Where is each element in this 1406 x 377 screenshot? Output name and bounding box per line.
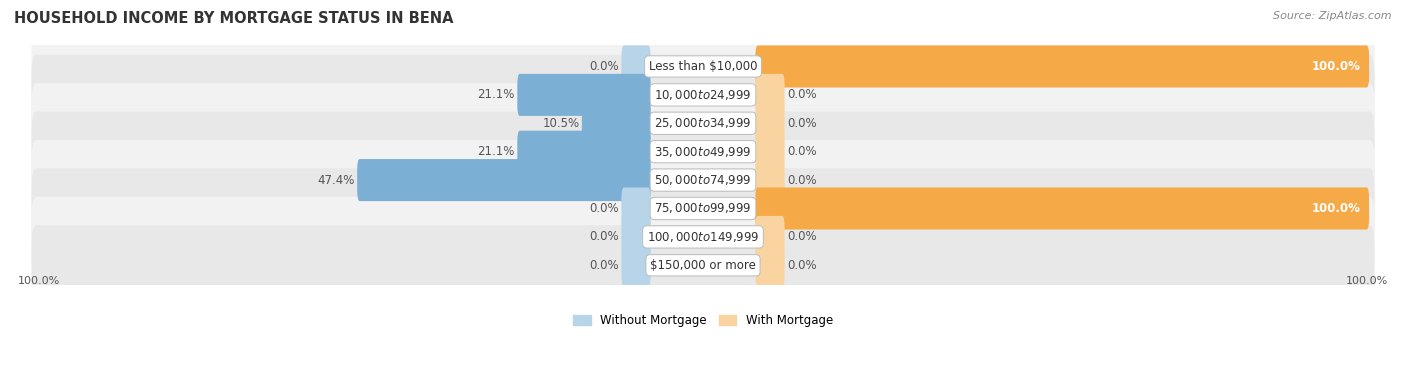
FancyBboxPatch shape [621, 46, 651, 87]
FancyBboxPatch shape [31, 197, 1375, 277]
Text: $25,000 to $34,999: $25,000 to $34,999 [654, 116, 752, 130]
Text: 0.0%: 0.0% [787, 173, 817, 187]
Text: 0.0%: 0.0% [589, 259, 619, 272]
Text: 0.0%: 0.0% [787, 117, 817, 130]
Text: 100.0%: 100.0% [18, 276, 60, 286]
Text: 0.0%: 0.0% [589, 202, 619, 215]
FancyBboxPatch shape [517, 74, 651, 116]
Text: 100.0%: 100.0% [1346, 276, 1388, 286]
Text: 0.0%: 0.0% [787, 88, 817, 101]
Text: HOUSEHOLD INCOME BY MORTGAGE STATUS IN BENA: HOUSEHOLD INCOME BY MORTGAGE STATUS IN B… [14, 11, 454, 26]
Text: $150,000 or more: $150,000 or more [650, 259, 756, 272]
FancyBboxPatch shape [31, 225, 1375, 305]
FancyBboxPatch shape [31, 26, 1375, 107]
Text: Less than $10,000: Less than $10,000 [648, 60, 758, 73]
Text: 0.0%: 0.0% [787, 230, 817, 244]
FancyBboxPatch shape [31, 83, 1375, 163]
FancyBboxPatch shape [31, 140, 1375, 220]
FancyBboxPatch shape [357, 159, 651, 201]
FancyBboxPatch shape [755, 244, 785, 286]
Text: 0.0%: 0.0% [589, 230, 619, 244]
Text: 0.0%: 0.0% [787, 259, 817, 272]
FancyBboxPatch shape [755, 102, 785, 144]
FancyBboxPatch shape [621, 216, 651, 258]
Text: 21.1%: 21.1% [478, 88, 515, 101]
Text: $100,000 to $149,999: $100,000 to $149,999 [647, 230, 759, 244]
FancyBboxPatch shape [755, 159, 785, 201]
FancyBboxPatch shape [582, 102, 651, 144]
Text: 47.4%: 47.4% [318, 173, 354, 187]
Text: Source: ZipAtlas.com: Source: ZipAtlas.com [1274, 11, 1392, 21]
Text: 100.0%: 100.0% [1312, 60, 1361, 73]
Text: 21.1%: 21.1% [478, 145, 515, 158]
FancyBboxPatch shape [755, 216, 785, 258]
FancyBboxPatch shape [31, 55, 1375, 135]
FancyBboxPatch shape [517, 131, 651, 173]
FancyBboxPatch shape [31, 169, 1375, 248]
Text: $35,000 to $49,999: $35,000 to $49,999 [654, 145, 752, 159]
Text: 0.0%: 0.0% [787, 145, 817, 158]
FancyBboxPatch shape [755, 131, 785, 173]
FancyBboxPatch shape [755, 74, 785, 116]
Legend: Without Mortgage, With Mortgage: Without Mortgage, With Mortgage [568, 310, 838, 332]
FancyBboxPatch shape [621, 187, 651, 230]
Text: 0.0%: 0.0% [589, 60, 619, 73]
FancyBboxPatch shape [755, 187, 1369, 230]
Text: $75,000 to $99,999: $75,000 to $99,999 [654, 201, 752, 216]
Text: 10.5%: 10.5% [543, 117, 579, 130]
FancyBboxPatch shape [621, 244, 651, 286]
Text: $10,000 to $24,999: $10,000 to $24,999 [654, 88, 752, 102]
FancyBboxPatch shape [755, 46, 1369, 87]
Text: $50,000 to $74,999: $50,000 to $74,999 [654, 173, 752, 187]
FancyBboxPatch shape [31, 112, 1375, 192]
Text: 100.0%: 100.0% [1312, 202, 1361, 215]
